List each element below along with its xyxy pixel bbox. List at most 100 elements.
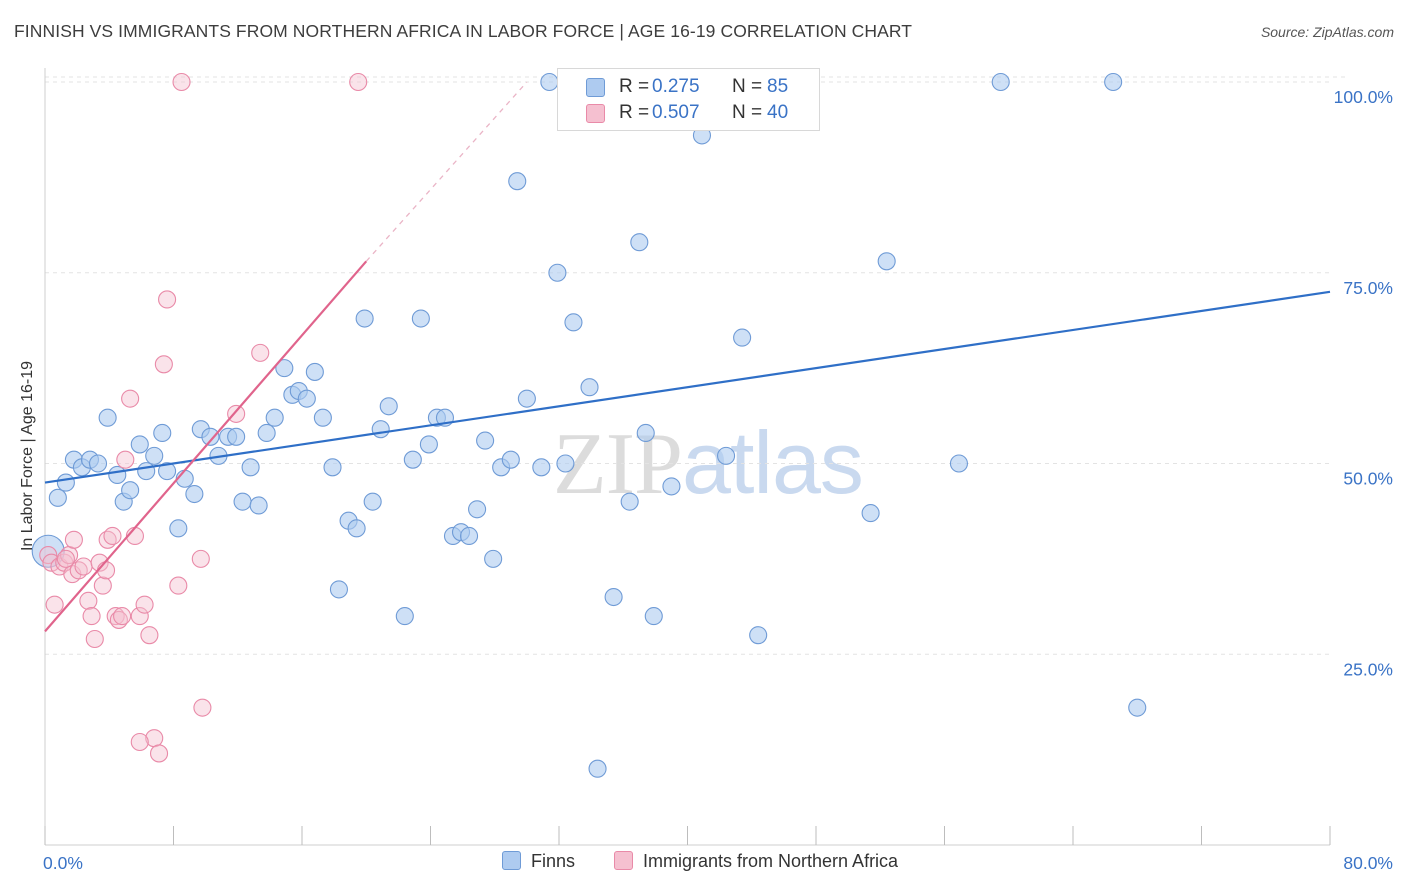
immigrants-point xyxy=(158,290,177,309)
finns-point xyxy=(564,313,583,332)
finns-point xyxy=(949,454,969,473)
finns-point xyxy=(158,462,177,481)
finns-point xyxy=(130,435,149,454)
finns-point xyxy=(227,427,246,446)
finns-point xyxy=(419,435,438,454)
finns-point xyxy=(1104,72,1123,92)
finns-point xyxy=(249,496,268,515)
finns-point xyxy=(411,309,430,328)
y-axis-label: In Labor Force | Age 16-19 xyxy=(19,360,36,552)
immigrants-point xyxy=(74,557,93,576)
finns-point xyxy=(56,473,75,492)
finns-point xyxy=(347,519,366,538)
x-tick-label: 80.0% xyxy=(1343,853,1393,873)
finns-point xyxy=(108,465,127,484)
finns-point xyxy=(580,378,599,397)
immigrants-point xyxy=(227,404,246,423)
finns-point xyxy=(403,450,422,469)
finns-point xyxy=(459,526,479,546)
finns-point xyxy=(121,481,140,500)
n-label: N = xyxy=(732,76,763,97)
finns-point xyxy=(644,607,663,626)
finns-point xyxy=(630,233,649,252)
immigrants-point xyxy=(130,607,149,626)
immigrants-point xyxy=(130,732,149,752)
finns-point xyxy=(620,492,639,511)
r-value: 0.275 xyxy=(652,76,700,97)
finns-point xyxy=(508,172,527,191)
immigrants-point xyxy=(64,530,83,549)
immigrants-point xyxy=(45,595,64,614)
immigrants-point xyxy=(56,549,75,568)
finns-point xyxy=(329,580,348,599)
immigrants-point xyxy=(191,549,210,568)
finns-point xyxy=(556,454,575,473)
finns-point xyxy=(305,362,324,381)
immigrants-point xyxy=(154,355,173,374)
finns-point xyxy=(98,408,117,427)
immigrants-point xyxy=(79,591,98,610)
r-label: R = xyxy=(619,102,650,123)
finns-point xyxy=(275,359,294,378)
finns-point xyxy=(588,759,607,778)
finns-point xyxy=(153,423,172,443)
finns-point xyxy=(145,446,164,465)
legend-label-finns: Finns xyxy=(531,851,576,871)
immigrants-point xyxy=(82,607,101,626)
finns-point xyxy=(517,389,536,408)
finns-point xyxy=(484,549,503,568)
legend-item-immigrants[interactable]: Immigrants from Northern Africa xyxy=(614,851,898,872)
finns-trend-line xyxy=(44,290,1331,484)
finns-point xyxy=(532,458,551,477)
n-value: 85 xyxy=(767,76,789,97)
immigrants-point xyxy=(135,595,154,614)
immigrants-point xyxy=(113,607,132,626)
source-credit: Source: ZipAtlas.com xyxy=(1260,24,1394,40)
finns-point xyxy=(636,423,655,443)
finns-point xyxy=(877,252,896,271)
immigrants-trend-extension xyxy=(365,81,528,262)
watermark: ZIPatlas xyxy=(553,412,864,515)
y-tick-label: 25.0% xyxy=(1343,659,1393,679)
finns-point xyxy=(468,500,487,519)
immigrants-point xyxy=(349,72,368,92)
finns-point xyxy=(241,458,260,477)
finns-point xyxy=(749,626,768,645)
finns-point xyxy=(48,488,67,507)
finns-point xyxy=(501,450,520,469)
finns-point xyxy=(548,263,567,282)
stats-legend: R = 0.275 N = 85 R = 0.507 N = 40 xyxy=(557,68,820,131)
r-value: 0.507 xyxy=(652,102,700,123)
immigrants-point xyxy=(193,698,212,717)
finns-point xyxy=(313,408,332,427)
immigrants-point xyxy=(103,526,122,546)
legend-item-finns[interactable]: Finns xyxy=(502,851,575,872)
finns-point xyxy=(185,484,204,504)
finns-point xyxy=(716,446,736,465)
y-tick-label: 75.0% xyxy=(1343,278,1393,298)
immigrants-point xyxy=(140,626,159,645)
n-label: N = xyxy=(732,102,763,123)
immigrants-trend-line xyxy=(44,260,368,633)
immigrants-point xyxy=(121,389,140,408)
immigrants-point xyxy=(116,450,135,469)
finns-point xyxy=(604,587,623,607)
y-tick-label: 100.0% xyxy=(1334,87,1393,107)
finns-point xyxy=(379,397,398,416)
finns-point xyxy=(88,454,108,473)
y-tick-label: 50.0% xyxy=(1343,469,1393,489)
immigrants-point xyxy=(85,629,104,649)
chart-title: FINNISH VS IMMIGRANTS FROM NORTHERN AFRI… xyxy=(14,21,913,41)
finns-point xyxy=(371,420,390,439)
immigrants-point xyxy=(93,576,112,595)
finns-point xyxy=(265,408,284,427)
finns-point xyxy=(363,492,382,511)
finns-point xyxy=(257,423,276,443)
finns-point xyxy=(201,427,220,446)
n-value: 40 xyxy=(767,102,789,123)
finns-point xyxy=(662,477,681,496)
watermark-atlas: atlas xyxy=(682,413,864,512)
x-tick-label: 0.0% xyxy=(43,853,83,873)
r-label: R = xyxy=(619,76,650,97)
